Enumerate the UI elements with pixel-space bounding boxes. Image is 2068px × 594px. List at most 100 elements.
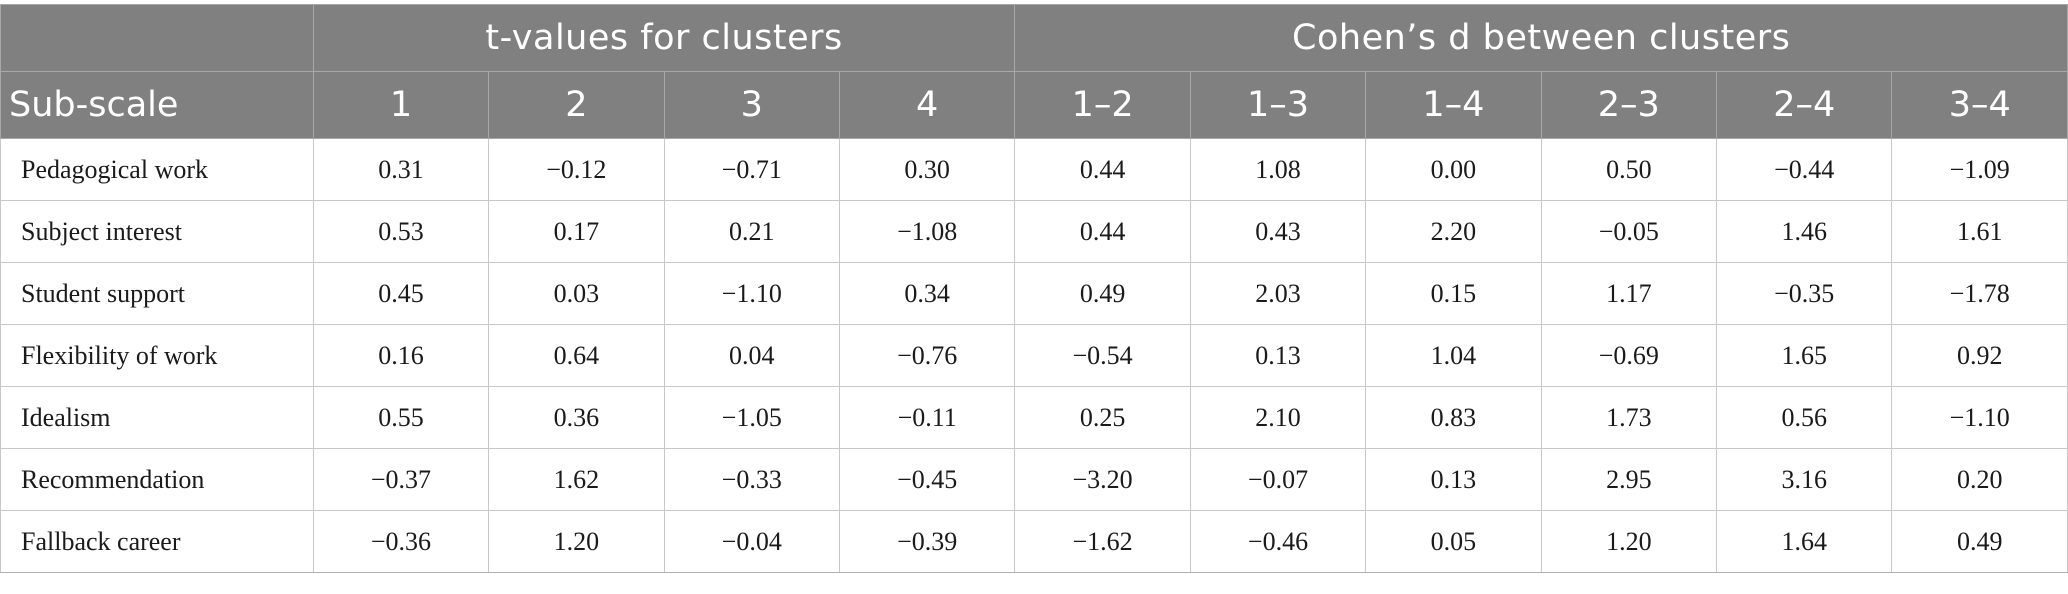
t-value-cell: 0.45 xyxy=(312,262,490,325)
cohens-d-cell: −1.09 xyxy=(1891,138,2068,201)
t-value-cell: −0.39 xyxy=(838,510,1016,573)
cohens-d-cell: 1.64 xyxy=(1716,510,1893,573)
cohens-d-cell: −1.10 xyxy=(1891,386,2068,449)
cohens-d-cell: 1.46 xyxy=(1716,200,1893,263)
t-value-cell: −1.05 xyxy=(663,386,840,449)
column-header-d-1-2: 1–2 xyxy=(1014,71,1191,139)
t-value-cell: 0.21 xyxy=(663,200,840,263)
column-header-d-2-3: 2–3 xyxy=(1540,71,1718,139)
t-value-cell: −0.36 xyxy=(312,510,490,573)
table-row: Student support 0.45 0.03 −1.10 0.34 0.4… xyxy=(0,262,2068,325)
table-row: Subject interest 0.53 0.17 0.21 −1.08 0.… xyxy=(0,200,2068,263)
cohens-d-cell: 0.49 xyxy=(1014,262,1191,325)
t-value-cell: 0.36 xyxy=(488,386,665,449)
t-value-cell: 0.04 xyxy=(663,324,840,387)
cohens-d-cell: −0.69 xyxy=(1540,324,1718,387)
cohens-d-cell: 2.95 xyxy=(1540,448,1718,511)
row-label: Student support xyxy=(0,262,314,325)
table-row: Pedagogical work 0.31 −0.12 −0.71 0.30 0… xyxy=(0,138,2068,201)
cohens-d-cell: −3.20 xyxy=(1014,448,1191,511)
cohens-d-cell: 1.65 xyxy=(1716,324,1893,387)
cohens-d-cell: −0.44 xyxy=(1716,138,1893,201)
group-header-empty xyxy=(0,4,314,72)
t-value-cell: −0.71 xyxy=(663,138,840,201)
cohens-d-cell: 0.56 xyxy=(1716,386,1893,449)
t-value-cell: 0.53 xyxy=(312,200,490,263)
t-value-cell: 0.55 xyxy=(312,386,490,449)
table-container: t-values for clusters Cohen’s d between … xyxy=(0,4,2068,573)
cohens-d-cell: 0.50 xyxy=(1540,138,1718,201)
cohens-d-cell: 2.03 xyxy=(1189,262,1367,325)
cohens-d-cell: 0.49 xyxy=(1891,510,2068,573)
cohens-d-cell: 1.73 xyxy=(1540,386,1718,449)
cohens-d-cell: 1.04 xyxy=(1365,324,1542,387)
column-header-t-4: 4 xyxy=(838,71,1016,139)
results-table: t-values for clusters Cohen’s d between … xyxy=(0,4,2068,573)
t-value-cell: 0.03 xyxy=(488,262,665,325)
cohens-d-cell: −0.35 xyxy=(1716,262,1893,325)
cohens-d-cell: 0.15 xyxy=(1365,262,1542,325)
t-value-cell: 0.17 xyxy=(488,200,665,263)
t-value-cell: −1.08 xyxy=(838,200,1016,263)
row-label: Fallback career xyxy=(0,510,314,573)
cohens-d-cell: −1.62 xyxy=(1014,510,1191,573)
cohens-d-cell: 0.05 xyxy=(1365,510,1542,573)
cohens-d-cell: 0.25 xyxy=(1014,386,1191,449)
cohens-d-cell: −0.46 xyxy=(1189,510,1367,573)
t-value-cell: 0.30 xyxy=(838,138,1016,201)
cohens-d-cell: 0.00 xyxy=(1365,138,1542,201)
row-label: Flexibility of work xyxy=(0,324,314,387)
t-value-cell: −0.12 xyxy=(488,138,665,201)
cohens-d-cell: −0.07 xyxy=(1189,448,1367,511)
cohens-d-cell: 0.92 xyxy=(1891,324,2068,387)
t-value-cell: −0.76 xyxy=(838,324,1016,387)
t-value-cell: −0.04 xyxy=(663,510,840,573)
table-row: Fallback career −0.36 1.20 −0.04 −0.39 −… xyxy=(0,510,2068,573)
t-value-cell: 0.16 xyxy=(312,324,490,387)
t-value-cell: 0.34 xyxy=(838,262,1016,325)
cohens-d-cell: 0.44 xyxy=(1014,200,1191,263)
cohens-d-cell: 2.20 xyxy=(1365,200,1542,263)
cohens-d-cell: 3.16 xyxy=(1716,448,1893,511)
cohens-d-cell: −0.05 xyxy=(1540,200,1718,263)
t-value-cell: −0.33 xyxy=(663,448,840,511)
table-row: Recommendation −0.37 1.62 −0.33 −0.45 −3… xyxy=(0,448,2068,511)
row-label: Idealism xyxy=(0,386,314,449)
column-header-t-1: 1 xyxy=(312,71,490,139)
row-label: Recommendation xyxy=(0,448,314,511)
cohens-d-cell: 1.61 xyxy=(1891,200,2068,263)
cohens-d-cell: 1.17 xyxy=(1540,262,1718,325)
cohens-d-cell: 1.08 xyxy=(1189,138,1367,201)
column-header-d-3-4: 3–4 xyxy=(1891,71,2068,139)
t-value-cell: −0.45 xyxy=(838,448,1016,511)
column-header-d-1-4: 1–4 xyxy=(1365,71,1542,139)
t-value-cell: 1.20 xyxy=(488,510,665,573)
table-row: Flexibility of work 0.16 0.64 0.04 −0.76… xyxy=(0,324,2068,387)
t-value-cell: −0.37 xyxy=(312,448,490,511)
column-header-row: Sub-scale 1 2 3 4 1–2 1–3 1–4 2–3 2–4 3–… xyxy=(0,71,2068,139)
cohens-d-cell: 0.13 xyxy=(1189,324,1367,387)
row-label: Subject interest xyxy=(0,200,314,263)
t-value-cell: 0.31 xyxy=(312,138,490,201)
cohens-d-cell: 0.83 xyxy=(1365,386,1542,449)
t-value-cell: −1.10 xyxy=(663,262,840,325)
cohens-d-cell: 1.20 xyxy=(1540,510,1718,573)
column-header-sub-scale: Sub-scale xyxy=(0,71,314,139)
t-value-cell: 0.64 xyxy=(488,324,665,387)
t-value-cell: 1.62 xyxy=(488,448,665,511)
cohens-d-cell: 2.10 xyxy=(1189,386,1367,449)
table-body: Pedagogical work 0.31 −0.12 −0.71 0.30 0… xyxy=(0,138,2068,573)
cohens-d-cell: 0.43 xyxy=(1189,200,1367,263)
t-value-cell: −0.11 xyxy=(838,386,1016,449)
cohens-d-cell: −0.54 xyxy=(1014,324,1191,387)
column-header-t-2: 2 xyxy=(488,71,665,139)
cohens-d-cell: 0.20 xyxy=(1891,448,2068,511)
column-header-d-2-4: 2–4 xyxy=(1716,71,1893,139)
group-header-row: t-values for clusters Cohen’s d between … xyxy=(0,4,2068,72)
group-header-cohens-d: Cohen’s d between clusters xyxy=(1014,4,2068,72)
cohens-d-cell: −1.78 xyxy=(1891,262,2068,325)
row-label: Pedagogical work xyxy=(0,138,314,201)
table-row: Idealism 0.55 0.36 −1.05 −0.11 0.25 2.10… xyxy=(0,386,2068,449)
group-header-t-values: t-values for clusters xyxy=(312,4,1016,72)
column-header-d-1-3: 1–3 xyxy=(1189,71,1367,139)
